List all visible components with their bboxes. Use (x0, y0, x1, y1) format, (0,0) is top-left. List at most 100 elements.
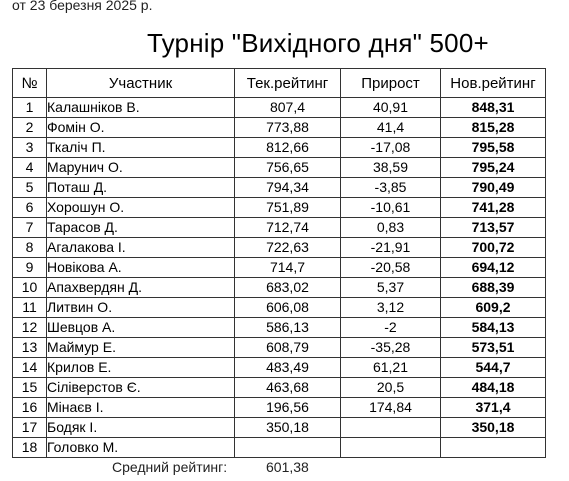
cell-number: 12 (12, 317, 47, 338)
cell-new-rating: 688,39 (440, 277, 546, 298)
cell-current-rating: 722,63 (234, 237, 341, 258)
cell-new-rating: 713,57 (440, 217, 546, 238)
cell-number: 4 (12, 157, 47, 178)
table-row: 10 Апахвердян Д. 683,02 5,37 688,39 (12, 277, 546, 298)
cell-gain: -2 (340, 317, 441, 338)
cell-new-rating: 795,58 (440, 137, 546, 158)
cell-gain: 3,12 (340, 297, 441, 318)
table-row: 17 Бодяк І. 350,18 350,18 (12, 417, 546, 438)
cell-participant: Новікова А. (46, 257, 235, 278)
cell-current-rating: 608,79 (234, 337, 341, 358)
column-header-new-rating: Нов.рейтинг (440, 68, 546, 98)
cell-number: 1 (12, 97, 47, 118)
cell-number: 11 (12, 297, 47, 318)
cell-gain: 40,91 (340, 97, 441, 118)
cell-current-rating: 350,18 (234, 417, 341, 438)
page-title: Турнір "Вихідного дня" 500+ (147, 28, 489, 58)
cell-gain: 61,21 (340, 357, 441, 378)
cell-number: 18 (12, 437, 47, 458)
cell-current-rating: 483,49 (234, 357, 341, 378)
average-rating-label: Средний рейтинг: (112, 459, 228, 475)
cell-gain: 5,37 (340, 277, 441, 298)
cell-current-rating: 794,34 (234, 177, 341, 198)
cell-current-rating: 714,7 (234, 257, 341, 278)
table-row: 8 Агалакова І. 722,63 -21,91 700,72 (12, 237, 546, 258)
cell-current-rating: 586,13 (234, 317, 341, 338)
cell-participant: Марунич О. (46, 157, 235, 178)
cell-gain: 20,5 (340, 377, 441, 398)
table-row: 12 Шевцов А. 586,13 -2 584,13 (12, 317, 546, 338)
table-row: 14 Крилов Е. 483,49 61,21 544,7 (12, 357, 546, 378)
cell-number: 17 (12, 417, 47, 438)
cell-number: 8 (12, 237, 47, 258)
cell-new-rating: 795,24 (440, 157, 546, 178)
cell-participant: Агалакова І. (46, 237, 235, 258)
cell-gain: -20,58 (340, 257, 441, 278)
cell-participant: Фомін О. (46, 117, 235, 138)
cell-new-rating: 700,72 (440, 237, 546, 258)
table-header-row: № Участник Тек.рейтинг Прирост Нов.рейти… (12, 68, 546, 98)
cell-current-rating: 712,74 (234, 217, 341, 238)
cell-participant: Маймур Е. (46, 337, 235, 358)
cell-gain: -3,85 (340, 177, 441, 198)
cell-new-rating: 790,49 (440, 177, 546, 198)
cell-current-rating: 196,56 (234, 397, 341, 418)
cell-participant: Хорошун О. (46, 197, 235, 218)
cell-participant: Литвин О. (46, 297, 235, 318)
cell-participant: Сіліверстов Є. (46, 377, 235, 398)
column-header-current-rating: Тек.рейтинг (234, 68, 341, 98)
cell-current-rating: 807,4 (234, 97, 341, 118)
cell-gain: -35,28 (340, 337, 441, 358)
cell-participant: Ткаліч П. (46, 137, 235, 158)
table-row: 11 Литвин О. 606,08 3,12 609,2 (12, 297, 546, 318)
table-body: 1 Калашніков В. 807,4 40,91 848,31 2 Фомін О. 7… (12, 97, 546, 458)
table-row: 1 Калашніков В. 807,4 40,91 848,31 (12, 97, 546, 118)
cell-new-rating: 609,2 (440, 297, 546, 318)
cell-current-rating: 606,08 (234, 297, 341, 318)
cell-gain: 174,84 (340, 397, 441, 418)
cell-number: 10 (12, 277, 47, 298)
cell-new-rating: 584,13 (440, 317, 546, 338)
cell-new-rating: 544,7 (440, 357, 546, 378)
cell-number: 5 (12, 177, 47, 198)
cell-participant: Бодяк І. (46, 417, 235, 438)
cell-participant: Крилов Е. (46, 357, 235, 378)
cell-number: 14 (12, 357, 47, 378)
cell-participant: Головко М. (46, 437, 235, 458)
rating-table: № Участник Тек.рейтинг Прирост Нов.рейти… (12, 68, 546, 458)
cell-current-rating: 756,65 (234, 157, 341, 178)
table-row: 18 Головко М. (12, 437, 546, 458)
cell-participant: Поташ Д. (46, 177, 235, 198)
table-row: 7 Тарасов Д. 712,74 0,83 713,57 (12, 217, 546, 238)
table-row: 4 Марунич О. 756,65 38,59 795,24 (12, 157, 546, 178)
cell-current-rating: 773,88 (234, 117, 341, 138)
cell-current-rating: 683,02 (234, 277, 341, 298)
table-row: 3 Ткаліч П. 812,66 -17,08 795,58 (12, 137, 546, 158)
cell-number: 7 (12, 217, 47, 238)
cell-participant: Мінаєв І. (46, 397, 235, 418)
table-row: 13 Маймур Е. 608,79 -35,28 573,51 (12, 337, 546, 358)
cell-gain (340, 417, 441, 438)
column-header-number: № (12, 68, 47, 98)
cell-new-rating: 694,12 (440, 257, 546, 278)
cell-participant: Шевцов А. (46, 317, 235, 338)
cell-new-rating: 848,31 (440, 97, 546, 118)
cell-new-rating: 484,18 (440, 377, 546, 398)
cell-number: 15 (12, 377, 47, 398)
cell-new-rating: 350,18 (440, 417, 546, 438)
cell-new-rating: 573,51 (440, 337, 546, 358)
cell-current-rating: 812,66 (234, 137, 341, 158)
table-row: 5 Поташ Д. 794,34 -3,85 790,49 (12, 177, 546, 198)
cell-gain: 38,59 (340, 157, 441, 178)
report-date: от 23 березня 2025 р. (12, 0, 153, 13)
cell-gain (340, 437, 441, 458)
table-row: 6 Хорошун О. 751,89 -10,61 741,28 (12, 197, 546, 218)
cell-gain: 41,4 (340, 117, 441, 138)
table-row: 16 Мінаєв І. 196,56 174,84 371,4 (12, 397, 546, 418)
cell-number: 6 (12, 197, 47, 218)
cell-gain: -17,08 (340, 137, 441, 158)
cell-gain: -21,91 (340, 237, 441, 258)
table-row: 2 Фомін О. 773,88 41,4 815,28 (12, 117, 546, 138)
cell-current-rating: 463,68 (234, 377, 341, 398)
table-row: 15 Сіліверстов Є. 463,68 20,5 484,18 (12, 377, 546, 398)
